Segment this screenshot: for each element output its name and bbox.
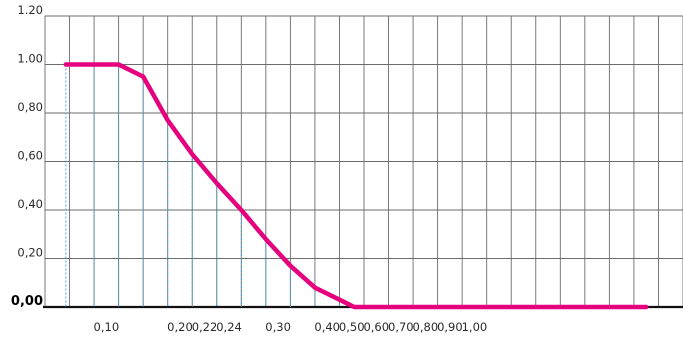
- y-tick-label: 0,60: [17, 149, 43, 163]
- y-tick-label: 1.20: [17, 3, 43, 17]
- data-point: [412, 306, 414, 308]
- x-tick-label: 0,20: [167, 320, 193, 334]
- data-point: [93, 64, 95, 65]
- x-tick-label: 0,50: [339, 320, 365, 334]
- data-point: [167, 119, 169, 121]
- x-tick-label: 0,24: [216, 320, 242, 334]
- y-axis-labels: 0,00 0,20 0,40 0,60 0,80 1.00 1.20: [11, 3, 43, 309]
- x-tick-label: 0,30: [265, 320, 291, 334]
- data-point: [65, 64, 67, 65]
- y-tick-label: 0,40: [17, 197, 43, 211]
- x-tick-label: 1,00: [462, 320, 488, 334]
- x-tick-label: 0,40: [314, 320, 340, 334]
- data-point: [510, 306, 512, 308]
- grid: [43, 15, 683, 309]
- x-axis-labels: 0,10 0,200,220,24 0,30 0,400,500,600,700,80…: [94, 320, 488, 334]
- data-point: [363, 306, 365, 308]
- x-tick-label: 0,60: [363, 320, 389, 334]
- data-point: [289, 265, 291, 267]
- drop-lines: [65, 64, 340, 307]
- data-point: [437, 306, 439, 308]
- data-point: [486, 306, 488, 308]
- y-tick-label: 0,00: [11, 294, 43, 309]
- data-point: [142, 76, 144, 78]
- x-tick-label: 0,70: [388, 320, 414, 334]
- y-tick-label: 0,20: [17, 246, 43, 260]
- data-point: [216, 182, 218, 184]
- data-point: [338, 299, 340, 301]
- x-tick-label: 0,80: [413, 320, 439, 334]
- data-point: [535, 306, 537, 308]
- data-point: [118, 64, 120, 65]
- data-point: [461, 306, 463, 308]
- data-point: [353, 306, 355, 308]
- data-point: [265, 238, 267, 240]
- data-point: [645, 306, 647, 308]
- series-layer: [63, 62, 649, 310]
- data-point: [240, 209, 242, 211]
- x-tick-label: 0,10: [94, 320, 120, 334]
- x-tick-label: 0,90: [437, 320, 463, 334]
- series-line: [63, 62, 649, 310]
- y-tick-label: 0,80: [17, 100, 43, 114]
- data-point: [314, 287, 316, 289]
- x-tick-label: 0,22: [192, 320, 218, 334]
- y-tick-label: 1.00: [17, 52, 43, 66]
- data-point: [191, 153, 193, 155]
